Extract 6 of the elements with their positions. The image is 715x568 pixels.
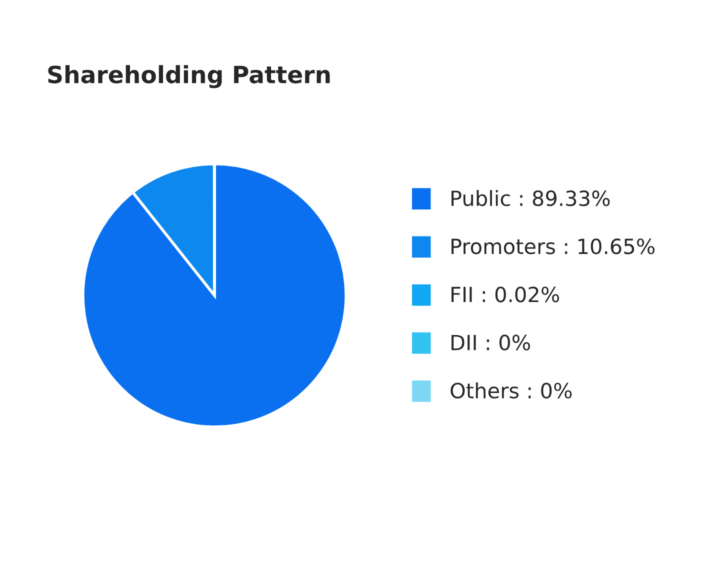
legend-label: Promoters : 10.65% <box>452 238 655 254</box>
legend-label: Others : 0% <box>450 382 572 399</box>
chart-title: Shareholding Pattern <box>48 65 330 88</box>
legend-label: FII : 0.02% <box>452 286 560 302</box>
legend-label: Public : 89.33% <box>452 190 610 206</box>
legend-label: DII : 0% <box>452 334 530 350</box>
